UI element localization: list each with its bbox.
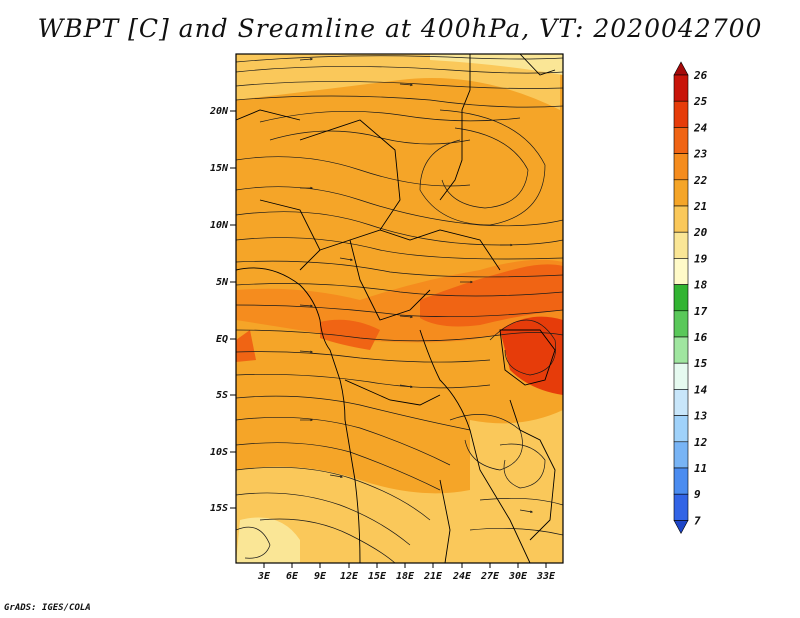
colorbar-swatch — [673, 179, 689, 207]
colorbar-label: 18 — [694, 279, 708, 292]
colorbar-swatch — [673, 284, 689, 312]
lon-tick-label: 33E — [536, 571, 556, 582]
lat-axis: 20N 15N 10N 5N EQ 5S 10S 15S — [209, 106, 236, 514]
colorbar-label: 20 — [693, 226, 708, 239]
lat-tick-label: 10S — [210, 447, 228, 458]
colorbar-swatch — [673, 336, 689, 364]
colorbar-label: 25 — [693, 95, 708, 108]
colorbar-label: 22 — [693, 174, 708, 187]
lon-tick-label: 30E — [508, 571, 528, 582]
colorbar-swatch — [673, 467, 689, 495]
lat-tick-label: 15S — [210, 503, 228, 514]
colorbar-swatch — [673, 74, 689, 102]
lat-tick-label: 20N — [209, 106, 229, 117]
streamline-arrows — [299, 57, 534, 514]
lat-tick-label: 10N — [210, 220, 229, 231]
colorbar-label: 13 — [694, 410, 708, 423]
wbpt-contour-23 — [420, 264, 563, 327]
lon-tick-label: 24E — [452, 571, 472, 582]
colorbar-swatch — [673, 100, 689, 128]
colorbar-label: 15 — [694, 357, 708, 370]
lon-tick-label: 3E — [257, 571, 271, 582]
footer-credit: GrADS: IGES/COLA — [4, 603, 91, 613]
colorbar-swatch — [673, 415, 689, 443]
colorbar-label: 11 — [694, 462, 707, 475]
colorbar: 26 25 24 23 22 21 20 19 18 17 16 15 14 13 12 11 9 7 — [673, 61, 708, 535]
colorbar-label: 16 — [694, 331, 708, 344]
colorbar-label: 26 — [693, 69, 708, 82]
colorbar-label: 24 — [693, 121, 708, 134]
colorbar-swatch — [673, 389, 689, 416]
colorbar-label: 14 — [694, 383, 708, 396]
wbpt-contour-24 — [500, 316, 563, 395]
colorbar-label: 17 — [694, 305, 708, 318]
wbpt-contour-20 — [236, 54, 560, 110]
colorbar-swatch — [673, 493, 689, 521]
colorbar-label: 7 — [694, 514, 701, 527]
colorbar-label: 21 — [693, 200, 707, 213]
colorbar-label: 12 — [694, 436, 708, 449]
wbpt-contour-23-c — [236, 330, 256, 362]
colorbar-label: 9 — [694, 488, 701, 501]
colorbar-arrow-top — [673, 61, 689, 76]
lat-tick-label: 15N — [210, 163, 229, 174]
lon-tick-label: 6E — [286, 571, 299, 582]
colorbar-swatch — [673, 441, 689, 469]
colorbar-label: 19 — [694, 252, 708, 265]
colorbar-swatch — [673, 205, 689, 233]
wbpt-contour-23-b — [320, 319, 380, 350]
colorbar-label: 23 — [693, 148, 708, 161]
lon-tick-label: 12E — [340, 571, 359, 582]
lat-tick-label: EQ — [216, 334, 228, 345]
map-panel — [236, 54, 563, 563]
colorbar-swatch — [673, 231, 689, 259]
country-borders — [236, 54, 556, 563]
lon-tick-label: 18E — [396, 571, 415, 582]
colorbar-swatch — [673, 362, 689, 390]
lon-axis: 3E 6E 9E 12E 15E 18E 21E 24E 27E 30E 33E — [257, 563, 556, 582]
colorbar-swatch — [673, 127, 689, 154]
colorbar-swatch — [673, 310, 689, 338]
lon-tick-label: 15E — [368, 571, 387, 582]
lon-tick-label: 21E — [423, 571, 443, 582]
lat-tick-label: 5N — [216, 277, 229, 288]
lat-tick-label: 5S — [216, 390, 228, 401]
colorbar-swatch — [673, 153, 689, 181]
colorbar-arrow-bottom — [673, 520, 689, 535]
streamlines — [236, 55, 563, 563]
colorbar-swatch — [673, 258, 689, 285]
map-frame — [235, 53, 564, 564]
map-title: WBPT [C] and Sreamline at 400hPa, VT: 20… — [37, 14, 763, 43]
lon-tick-label: 27E — [480, 571, 500, 582]
lon-tick-label: 9E — [314, 571, 327, 582]
